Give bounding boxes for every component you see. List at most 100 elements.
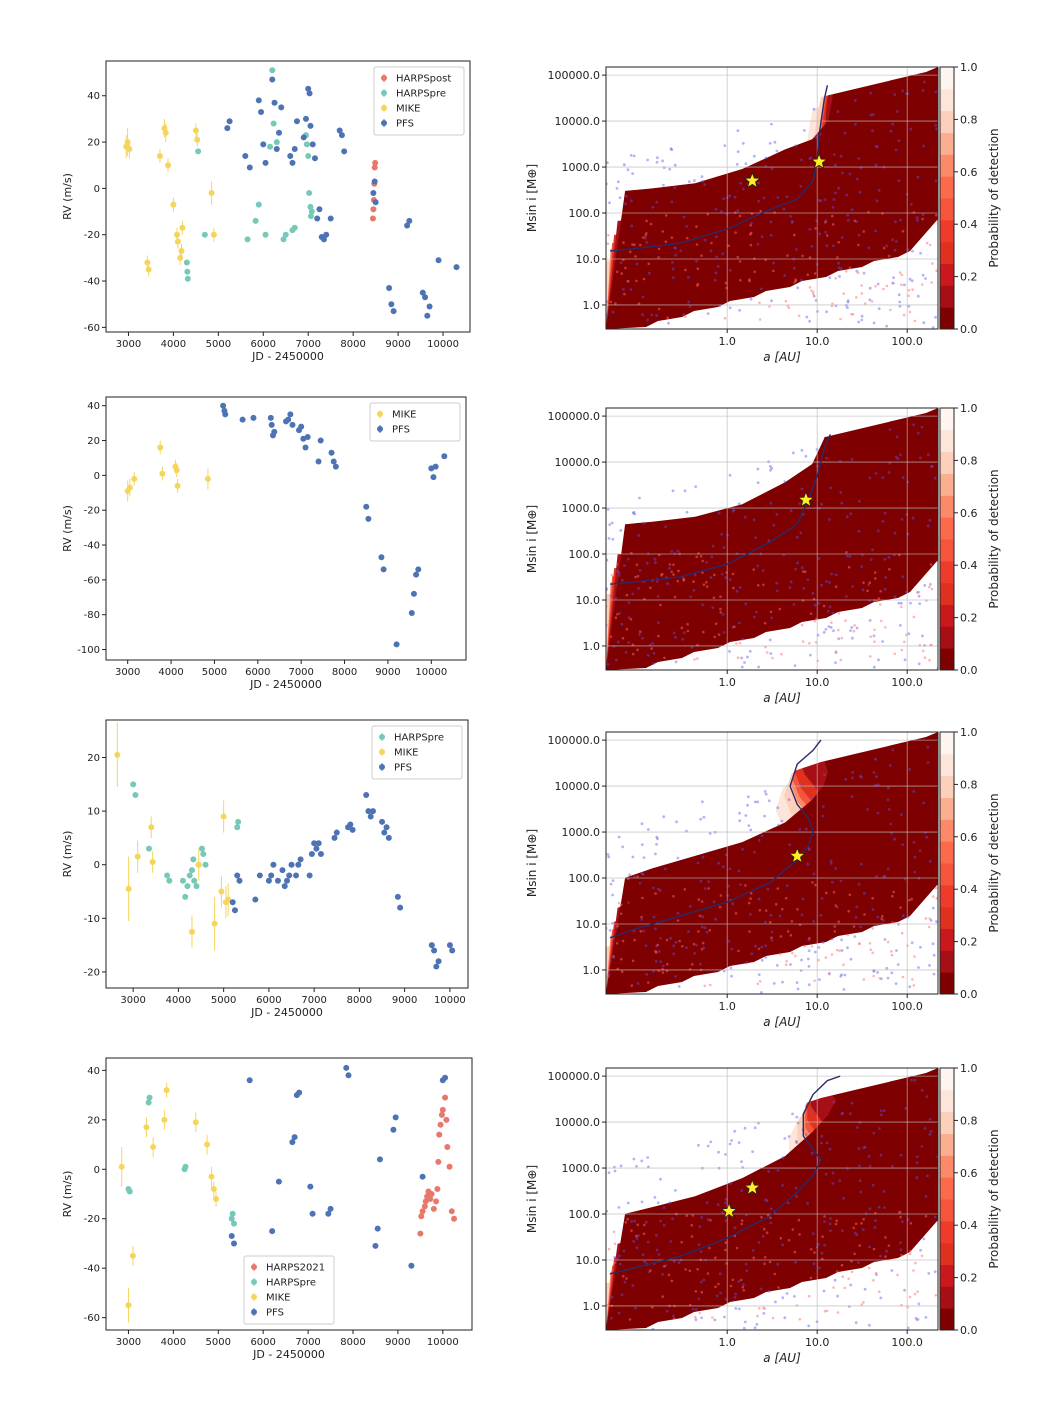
- injected-point: [893, 248, 897, 252]
- injected-point: [920, 1089, 924, 1092]
- injected-point: [751, 1150, 754, 1153]
- injected-point: [921, 213, 925, 217]
- non-detection-point: [853, 219, 857, 223]
- non-detection-point: [639, 930, 643, 933]
- non-detection-point: [682, 578, 685, 581]
- y-tick-label: -10: [84, 914, 100, 925]
- non-detection-point: [878, 603, 882, 606]
- injected-point: [737, 621, 741, 625]
- non-detection-point: [798, 1318, 802, 1321]
- injected-point: [872, 969, 876, 972]
- injected-point: [770, 1207, 773, 1211]
- data-point: [270, 120, 277, 127]
- x-axis-label: JD - 2450000: [251, 350, 324, 363]
- non-detection-point: [831, 223, 835, 226]
- injected-point: [919, 945, 922, 949]
- injected-point: [781, 1156, 785, 1160]
- injected-point: [913, 1078, 917, 1082]
- injected-point: [896, 457, 900, 460]
- data-point: [129, 1252, 136, 1259]
- data-point: [278, 104, 285, 111]
- injected-point: [826, 610, 830, 613]
- non-detection-point: [672, 1317, 676, 1320]
- non-detection-point: [891, 281, 894, 285]
- injected-point: [661, 159, 664, 163]
- colorbar-tick-label: 0.4: [960, 883, 978, 896]
- non-detection-point: [842, 292, 845, 296]
- non-detection-point: [935, 213, 938, 217]
- injected-point: [894, 220, 897, 224]
- legend-label: HARPSpost: [396, 74, 451, 85]
- x-tick-label: 100.0: [891, 1336, 923, 1349]
- non-detection-point: [706, 1272, 710, 1275]
- data-point: [296, 1089, 303, 1096]
- axes-frame: [605, 66, 939, 330]
- y-tick-label: 10.0: [576, 918, 601, 931]
- injected-point: [671, 261, 674, 264]
- injected-point: [695, 259, 698, 263]
- injected-point: [873, 1226, 877, 1229]
- injected-point: [828, 518, 831, 521]
- data-point: [418, 1213, 425, 1220]
- non-detection-point: [796, 908, 799, 911]
- data-point: [426, 303, 433, 310]
- injected-point: [781, 1296, 785, 1300]
- injected-point: [627, 616, 631, 619]
- injected-point: [628, 873, 631, 877]
- injected-point: [883, 587, 887, 591]
- non-detection-point: [903, 640, 906, 644]
- injected-point: [860, 862, 863, 866]
- injected-point: [638, 569, 642, 572]
- injected-point: [798, 502, 802, 505]
- injected-point: [765, 1199, 769, 1203]
- injected-point: [850, 1101, 854, 1105]
- data-point: [295, 861, 302, 868]
- injected-point: [917, 594, 921, 598]
- data-point: [271, 99, 278, 106]
- injected-point: [860, 565, 864, 568]
- non-detection-point: [860, 292, 864, 295]
- colorbar-segment: [940, 950, 954, 973]
- injected-point: [807, 848, 811, 851]
- injected-point: [894, 455, 898, 459]
- injected-point: [845, 595, 848, 598]
- non-detection-point: [857, 271, 860, 275]
- non-detection-point: [779, 1237, 783, 1240]
- non-detection-point: [807, 1294, 811, 1298]
- injected-point: [768, 465, 772, 468]
- injected-point: [770, 616, 773, 620]
- injected-point: [878, 1127, 881, 1130]
- colorbar-segment: [940, 517, 954, 540]
- injected-point: [857, 882, 861, 886]
- colorbar-segment: [940, 1242, 954, 1265]
- injected-point: [760, 945, 764, 949]
- injected-point: [818, 198, 821, 202]
- injected-point: [897, 293, 901, 297]
- injected-point: [728, 269, 732, 272]
- injected-point: [824, 230, 828, 234]
- injected-point: [661, 1273, 664, 1276]
- data-point: [369, 808, 376, 815]
- unsampled-region: [606, 67, 938, 162]
- non-detection-point: [677, 569, 680, 573]
- injected-point: [665, 1309, 669, 1313]
- injected-point: [909, 127, 913, 131]
- injected-point: [811, 591, 815, 595]
- non-detection-point: [738, 260, 742, 263]
- injected-point: [655, 835, 659, 839]
- injected-point: [741, 637, 744, 641]
- injected-point: [764, 792, 768, 796]
- non-detection-point: [748, 278, 751, 281]
- injected-point: [731, 902, 735, 906]
- injected-point: [740, 1160, 743, 1163]
- data-point: [234, 824, 241, 831]
- injected-point: [606, 587, 609, 591]
- data-point: [210, 1186, 217, 1193]
- injected-point: [674, 635, 677, 639]
- injected-point: [830, 572, 834, 576]
- injected-point: [741, 187, 745, 191]
- non-detection-point: [858, 942, 861, 945]
- injected-point: [641, 295, 645, 299]
- injected-point: [867, 583, 871, 587]
- data-point: [125, 1302, 132, 1309]
